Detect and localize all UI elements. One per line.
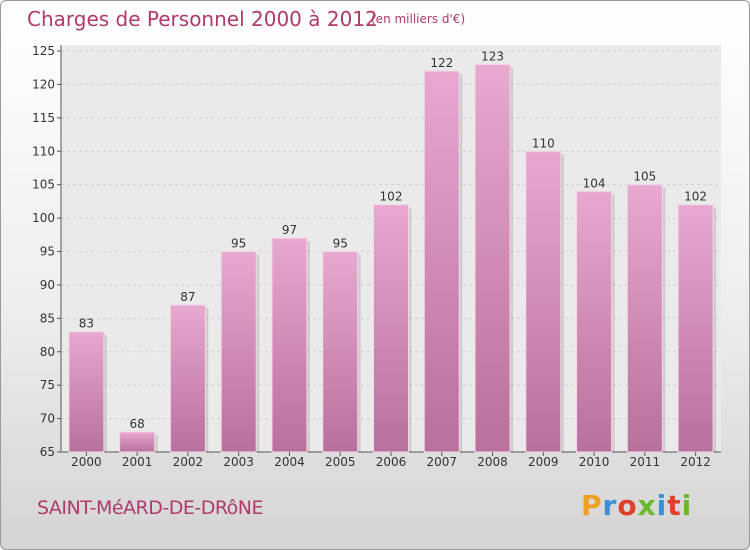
y-tick-label: 70 <box>40 412 55 426</box>
x-tick-label: 2004 <box>274 455 305 469</box>
y-tick-label: 95 <box>40 245 55 259</box>
x-tick-label: 2006 <box>376 455 407 469</box>
bar <box>576 190 613 453</box>
y-tick-label: 80 <box>40 345 55 359</box>
y-tick-label: 75 <box>40 378 55 392</box>
y-tick-label: 90 <box>40 278 55 292</box>
x-tick-label: 2007 <box>426 455 457 469</box>
logo-letter: t <box>667 489 682 522</box>
data-label: 95 <box>333 237 348 251</box>
data-label: 102 <box>380 190 403 204</box>
logo-letter: i <box>681 489 693 522</box>
x-tick-label: 2005 <box>325 455 356 469</box>
bar <box>626 184 663 453</box>
bar <box>525 150 562 453</box>
logo-letter: r <box>602 489 618 522</box>
logo-letter: i <box>656 489 668 522</box>
x-tick-label: 2003 <box>223 455 254 469</box>
y-tick-label: 85 <box>40 311 55 325</box>
x-tick-label: 2001 <box>122 455 153 469</box>
y-tick-label: 115 <box>32 111 55 125</box>
data-label: 97 <box>282 223 297 237</box>
bar <box>271 237 308 453</box>
x-tick-label: 2009 <box>528 455 559 469</box>
y-tick-label: 110 <box>32 144 55 158</box>
data-label: 83 <box>79 317 94 331</box>
logo-letter: x <box>637 489 657 522</box>
bar <box>474 63 511 453</box>
data-label: 122 <box>430 56 453 70</box>
bar <box>169 304 206 453</box>
bar <box>423 70 460 453</box>
commune-name: SAINT-MéARD-DE-DRôNE <box>37 497 264 519</box>
data-label: 123 <box>481 49 504 63</box>
x-tick-label: 2000 <box>71 455 102 469</box>
data-label: 87 <box>180 290 195 304</box>
x-tick-label: 2002 <box>173 455 204 469</box>
y-tick-label: 125 <box>32 44 55 58</box>
bar <box>119 431 156 453</box>
logo-letter: P <box>581 489 603 522</box>
y-tick-label: 100 <box>32 211 55 225</box>
bar <box>68 331 105 453</box>
bar <box>677 204 714 453</box>
data-label: 104 <box>583 176 606 190</box>
y-tick-label: 65 <box>40 445 55 459</box>
y-tick-label: 120 <box>32 77 55 91</box>
data-label: 105 <box>633 170 656 184</box>
bar <box>220 251 257 453</box>
x-tick-label: 2011 <box>630 455 661 469</box>
data-label: 110 <box>532 136 555 150</box>
bar <box>373 204 409 453</box>
bar <box>322 251 359 453</box>
y-tick-label: 105 <box>32 178 55 192</box>
chart-title: Charges de Personnel 2000 à 2012 <box>27 7 378 31</box>
logo-letter: o <box>617 489 638 522</box>
x-tick-label: 2008 <box>477 455 508 469</box>
proxiti-logo: Proxiti <box>581 489 692 522</box>
data-label: 95 <box>231 237 246 251</box>
x-tick-label: 2012 <box>680 455 711 469</box>
data-label: 68 <box>130 417 145 431</box>
data-label: 102 <box>684 190 707 204</box>
unit-note: (en milliers d'€) <box>371 12 466 26</box>
x-tick-label: 2010 <box>579 455 610 469</box>
